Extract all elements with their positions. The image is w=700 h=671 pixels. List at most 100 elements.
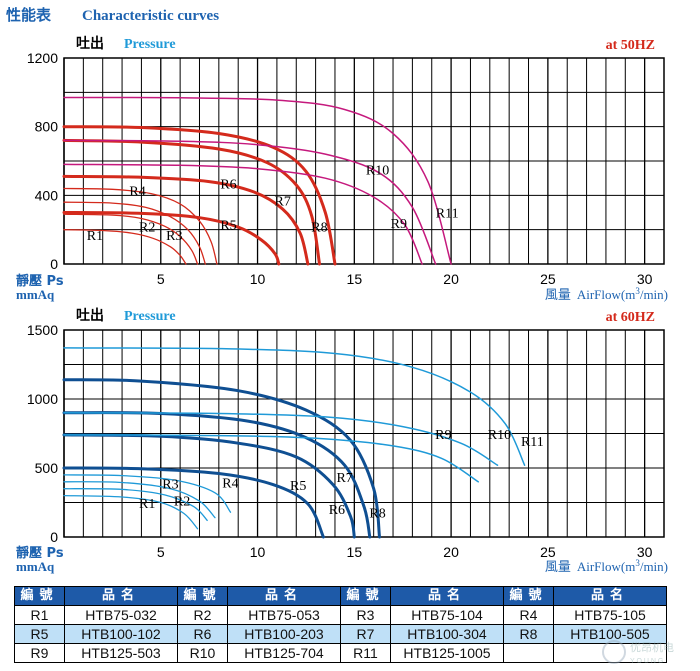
watermark-logo: 优昂机电 Y O U N G xyxy=(602,640,674,665)
chart-60hz-series-r1 xyxy=(63,494,199,530)
chart-60hz-xlabel: 風量 AirFlow(m3/min) xyxy=(545,558,668,574)
chart-50hz-series-r2 xyxy=(63,213,199,265)
model-table: 編號 品名 編號 品名 編號 品名 編號 品名 R1 HTB75-032 R2 … xyxy=(14,586,667,663)
model-name: HTB100-304 xyxy=(390,624,504,644)
model-code: R7 xyxy=(340,624,391,644)
chart-50hz-series-label-r4: R4 xyxy=(129,184,145,199)
chart-50hz-pressure-en: Pressure xyxy=(124,37,176,52)
chart-50hz-y-tick-label: 400 xyxy=(35,187,59,203)
chart-60hz-series-r11 xyxy=(63,347,526,466)
chart-60hz-series-r8 xyxy=(62,378,381,539)
model-code: R5 xyxy=(14,624,65,644)
chart-50hz-frequency: at 50HZ xyxy=(606,38,655,53)
chart-60hz-pressure-en: Pressure xyxy=(124,309,176,324)
chart-60hz-y-tick-label: 0 xyxy=(50,529,58,545)
table-row: R5 HTB100-102 R6 HTB100-203 R7 HTB100-30… xyxy=(14,624,667,644)
model-name: HTB75-105 xyxy=(553,605,667,625)
chart-50hz-series-r5 xyxy=(62,211,281,266)
chart-50hz-x-tick-label: 20 xyxy=(443,271,459,287)
model-code: R4 xyxy=(503,605,554,625)
chart-60hz-y-ticks: 0 500 1000 1500 xyxy=(27,322,58,545)
header-name: 品名 xyxy=(553,586,667,606)
chart-60hz-xlabel-cn: 風量 xyxy=(545,559,571,574)
model-code: R8 xyxy=(503,624,554,644)
chart-50hz-frame xyxy=(63,57,665,265)
chart-50hz-y-tick-label: 1200 xyxy=(27,50,58,66)
chart-60hz-series-label-r3: R3 xyxy=(162,478,178,493)
chart-60hz-series-r4 xyxy=(63,474,232,513)
model-code: R3 xyxy=(340,605,391,625)
model-name: HTB125-1005 xyxy=(390,643,504,663)
model-code: R9 xyxy=(14,643,65,663)
chart-50hz-xlabel-en: AirFlow(m xyxy=(577,287,636,302)
chart-60hz-x-tick-label: 10 xyxy=(250,544,266,560)
header-code: 編號 xyxy=(503,586,554,606)
chart-50hz-series-r11 xyxy=(63,96,452,265)
chart-60hz-series-r9 xyxy=(63,434,479,483)
chart-50hz-x-tick-label: 10 xyxy=(250,271,266,287)
chart-50hz-xlabel-sup: 3 xyxy=(635,286,640,296)
chart-50hz-x-tick-label: 5 xyxy=(157,271,165,287)
chart-50hz-series-r9 xyxy=(63,163,423,265)
chart-60hz-y-tick-label: 500 xyxy=(35,460,59,476)
chart-60hz-series-label-r7: R7 xyxy=(336,471,352,486)
chart-60hz-series-label-r4: R4 xyxy=(222,476,238,491)
model-name xyxy=(553,643,667,663)
model-code xyxy=(503,643,554,663)
chart-60hz-ylabel-cn: 靜壓 Ps xyxy=(16,545,64,561)
header-name: 品名 xyxy=(390,586,504,606)
chart-60hz-series-label-r11: R11 xyxy=(521,435,544,450)
chart-60hz-series-label-r9: R9 xyxy=(435,428,451,443)
header-code: 編號 xyxy=(340,586,391,606)
characteristic-curves: 性能表 Characteristic curves 0 400 800 1200 5 1… xyxy=(6,6,668,574)
header-code: 編號 xyxy=(14,586,65,606)
chart-60hz-series-r10 xyxy=(63,412,499,466)
chart-60hz-series-r5 xyxy=(62,466,325,539)
chart-60hz-xlabel-en: AirFlow(m xyxy=(577,559,636,574)
model-code: R11 xyxy=(340,643,391,663)
model-name: HTB75-104 xyxy=(390,605,504,625)
chart-60hz-x-ticks: 5 10 15 20 25 30 xyxy=(157,544,653,560)
chart-60hz-frequency: at 60HZ xyxy=(606,310,655,325)
chart-50hz-xlabel-cn: 風量 xyxy=(545,287,571,302)
chart-50hz-series-r8 xyxy=(62,125,337,266)
chart-50hz-x-tick-label: 25 xyxy=(540,271,556,287)
chart-50hz-ylabel-cn: 靜壓 Ps xyxy=(16,273,64,289)
chart-60hz-x-tick-label: 30 xyxy=(637,544,653,560)
chart-50hz-series-r1 xyxy=(63,229,187,265)
chart-50hz-xlabel-end: /min) xyxy=(640,287,668,302)
model-name: HTB75-053 xyxy=(227,605,341,625)
chart-50hz-x-ticks: 5 10 15 20 25 30 xyxy=(157,271,653,287)
chart-50hz-x-tick-label: 30 xyxy=(637,271,653,287)
model-name: HTB100-505 xyxy=(553,624,667,644)
chart-50hz-series-label-r5: R5 xyxy=(220,219,236,234)
chart-50hz-series-label-r9: R9 xyxy=(391,217,407,232)
model-code: R2 xyxy=(177,605,228,625)
chart-50hz-x-tick-label: 15 xyxy=(347,271,363,287)
chart-50hz: 0 400 800 1200 5 10 15 20 25 30 R1 R2 R3 R4 R5 R6 R7 R8… xyxy=(16,35,668,302)
watermark-mark-icon xyxy=(602,640,626,664)
chart-60hz-series-label-r2: R2 xyxy=(174,494,190,509)
chart-50hz-y-tick-label: 800 xyxy=(35,119,59,135)
chart-60hz-y-tick-label: 1000 xyxy=(27,391,58,407)
chart-50hz-y-tick-label: 0 xyxy=(50,256,58,272)
chart-50hz-y-ticks: 0 400 800 1200 xyxy=(27,50,58,272)
chart-60hz-series-r6 xyxy=(62,433,356,539)
watermark-en: Y O U N G xyxy=(630,658,663,665)
chart-50hz-xlabel: 風量 AirFlow(m3/min) xyxy=(545,286,668,302)
chart-50hz-series-label-r7: R7 xyxy=(275,195,291,210)
chart-60hz-series xyxy=(62,347,526,539)
chart-50hz-series xyxy=(62,96,452,266)
header-code: 編號 xyxy=(177,586,228,606)
model-name: HTB125-503 xyxy=(64,643,178,663)
chart-60hz-series-label-r5: R5 xyxy=(290,479,306,494)
model-code: R6 xyxy=(177,624,228,644)
chart-50hz-series-labels: R1 R2 R3 R4 R5 R6 R7 R8 R9 R10 R11 xyxy=(87,164,459,244)
chart-60hz-series-r3 xyxy=(63,481,216,519)
title-cn: 性能表 xyxy=(6,6,52,24)
header-name: 品名 xyxy=(227,586,341,606)
model-name: HTB75-032 xyxy=(64,605,178,625)
chart-50hz-series-r6 xyxy=(62,174,310,266)
